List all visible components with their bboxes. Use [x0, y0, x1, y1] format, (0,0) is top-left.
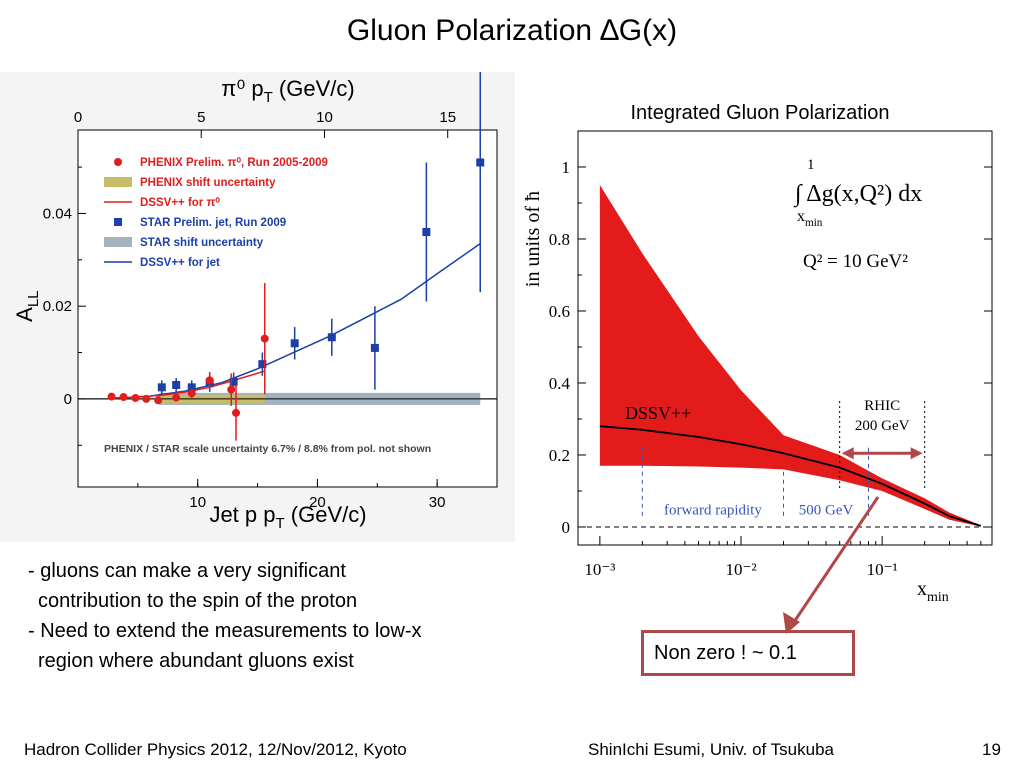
phenix-data-point	[205, 376, 214, 385]
x-tick-label: 10	[189, 494, 206, 511]
bullet-list: - gluons can make a very significant con…	[28, 556, 518, 676]
y-tick-label: 0	[562, 518, 571, 537]
x-tick-label: 10⁻¹	[867, 560, 898, 579]
top-tick-label: 0	[74, 109, 82, 126]
legend-symbol	[104, 237, 132, 247]
rhic-arrow-head	[910, 447, 923, 460]
star-data-point	[157, 383, 166, 392]
top-tick-label: 5	[197, 109, 205, 126]
legend-symbol	[114, 158, 122, 166]
slide-title: Gluon Polarization ∆G(x)	[346, 14, 678, 47]
region-label: 500 GeV	[799, 502, 854, 518]
x-axis-title: xmin	[917, 578, 949, 605]
footer-author: ShinIchi Esumi, Univ. of Tsukuba	[588, 740, 834, 759]
top-tick-label: 10	[316, 109, 333, 126]
formula-upper-limit: 1	[807, 157, 815, 173]
phenix-data-point	[172, 393, 181, 402]
y-axis-title: ALL	[12, 290, 42, 321]
y-tick-label: 0.8	[549, 230, 570, 249]
dssv-label: DSSV++	[625, 403, 691, 423]
rhic-label: RHIC	[864, 398, 900, 414]
star-data-point	[172, 381, 181, 389]
footer-conference: Hadron Collider Physics 2012, 12/Nov/201…	[24, 740, 407, 759]
star-data-point	[422, 228, 431, 236]
rhic-label: 200 GeV	[855, 418, 910, 434]
dssv-central-curve	[599, 425, 982, 527]
y-tick-label: 0.4	[549, 374, 571, 393]
rhic-arrow-head	[841, 447, 854, 460]
y-tick-label: 0.04	[43, 205, 72, 222]
star-data-point	[370, 343, 379, 352]
top-tick-label: 15	[439, 109, 456, 126]
star-data-point	[187, 383, 196, 392]
y-axis-title: in units of ħ	[522, 191, 544, 287]
legend-symbol	[104, 177, 132, 187]
right-chart-title: Integrated Gluon Polarization	[630, 102, 890, 124]
phenix-data-point	[107, 392, 116, 401]
legend-symbol	[114, 218, 122, 226]
top-axis-title: π⁰ pT (GeV/c)	[221, 76, 354, 106]
phenix-data-point	[260, 334, 269, 343]
bullet-line: - Need to extend the measurements to low…	[28, 620, 422, 642]
y-tick-label: 0.02	[43, 298, 72, 315]
bullet-line: contribution to the spin of the proton	[38, 590, 358, 612]
y-tick-label: 0	[64, 391, 72, 408]
star-data-point	[229, 377, 238, 386]
phenix-data-point	[232, 408, 241, 417]
legend-label: DSSV++ for jet	[140, 257, 220, 269]
formula-lower-limit: xmin	[797, 208, 823, 229]
q2-label: Q² = 10 GeV²	[803, 251, 908, 272]
star-data-point	[258, 360, 267, 369]
phenix-data-point	[154, 396, 163, 405]
x-tick-label: 10⁻³	[584, 560, 615, 579]
x-tick-label: 30	[429, 494, 446, 511]
star-data-point	[476, 158, 485, 167]
phenix-data-point	[131, 393, 140, 402]
nonzero-callout: Non zero ! ~ 0.1	[641, 630, 855, 676]
uncertainty-band	[599, 185, 981, 527]
x-tick-label: 10⁻²	[725, 560, 756, 579]
bullet-line: - gluons can make a very significant	[28, 560, 346, 582]
phenix-data-point	[227, 385, 236, 394]
scale-footnote: PHENIX / STAR scale uncertainty 6.7% / 8…	[104, 443, 431, 455]
formula-integral: ∫ Δg(x,Q²) dx	[793, 181, 922, 208]
legend-label: STAR shift uncertainty	[140, 237, 264, 249]
legend-label: PHENIX shift uncertainty	[140, 177, 276, 189]
y-tick-label: 1	[562, 158, 571, 177]
phenix-data-point	[187, 389, 196, 398]
region-label: forward rapidity	[664, 502, 762, 518]
star-data-point	[327, 333, 336, 342]
asymmetry-panel: 10 20 30 0 5 10 15 0 0.02 0.04 Jet p pT (GeV/c) π⁰ …	[0, 32, 515, 542]
theory-curve	[111, 242, 481, 400]
phenix-data-point	[119, 393, 128, 402]
legend-label: DSSV++ for π⁰	[140, 196, 220, 209]
y-tick-label: 0.2	[549, 446, 570, 465]
phenix-data-point	[142, 394, 151, 403]
bullet-line: region where abundant gluons exist	[38, 650, 354, 672]
y-tick-label: 0.6	[549, 302, 570, 321]
page-number: 19	[982, 740, 1001, 759]
all-vs-pt-chart: 10 20 30 0 5 10 15 0 0.02 0.04 Jet p pT (GeV/c) π⁰ …	[12, 32, 498, 532]
legend-label: STAR Prelim. jet, Run 2009	[140, 217, 286, 229]
integrated-gluon-chart: 0 0.2 0.4 0.6 0.8 1 10⁻³ 10⁻² 10⁻¹ xmin in units o…	[522, 130, 993, 605]
legend-label: PHENIX Prelim. π⁰, Run 2005-2009	[140, 156, 328, 169]
x-tick-label: 20	[309, 494, 326, 511]
plot-frame	[77, 129, 498, 488]
star-data-point	[290, 339, 299, 348]
x-axis-title: Jet p pT (GeV/c)	[209, 502, 366, 532]
